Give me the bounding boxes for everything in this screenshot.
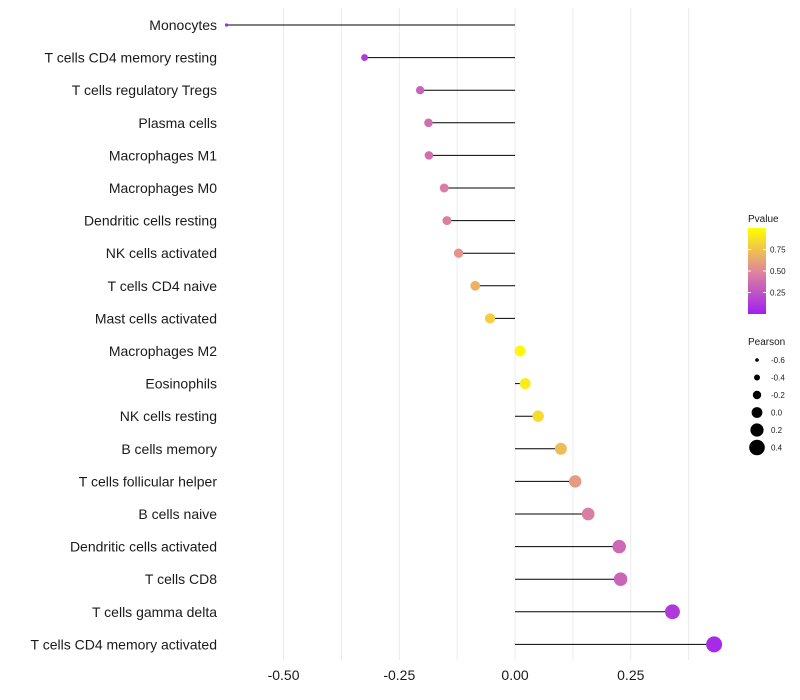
lollipop-point [554, 442, 567, 455]
x-tick-label: 0.25 [617, 667, 644, 683]
y-tick-label: Macrophages M2 [109, 343, 217, 359]
y-tick-label: NK cells activated [106, 245, 217, 261]
y-tick-label: T cells CD4 naive [108, 278, 218, 294]
y-tick-label: Plasma cells [138, 115, 217, 131]
size-legend-label: 0.4 [771, 444, 783, 453]
size-legend-point [750, 423, 764, 437]
size-legend-point [754, 374, 760, 381]
lollipop-point [519, 378, 531, 390]
lollipop-point [581, 507, 595, 521]
size-legend-label: -0.4 [771, 374, 785, 383]
lollipop-point [665, 604, 680, 620]
size-legend-point [752, 390, 762, 400]
lollipop-point [706, 636, 723, 653]
lollipop-point [453, 248, 464, 258]
lollipop-point [613, 572, 628, 586]
lollipop-point [470, 280, 481, 291]
y-tick-label: Monocytes [149, 17, 217, 33]
lollipop-point [224, 23, 229, 27]
size-legend-point [751, 407, 763, 418]
x-tick-label: 0.00 [501, 667, 528, 683]
y-tick-label: NK cells resting [120, 408, 217, 424]
color-legend-label: 0.25 [770, 289, 786, 298]
y-tick-label: T cells regulatory Tregs [72, 82, 217, 98]
x-tick-label: -0.50 [268, 667, 300, 683]
y-tick-label: T cells follicular helper [79, 473, 218, 489]
lollipop-point [484, 313, 496, 324]
x-tick-label: -0.25 [383, 667, 415, 683]
color-legend-label: 0.75 [770, 246, 786, 255]
lollipop-point [424, 118, 433, 128]
size-legend-point [749, 439, 765, 456]
lollipop-point [415, 86, 425, 95]
y-tick-label: Eosinophils [145, 376, 217, 392]
color-legend-bar [748, 228, 766, 314]
y-tick-label: Macrophages M1 [109, 147, 217, 163]
y-tick-label: B cells memory [121, 441, 217, 457]
lollipop-point [532, 410, 544, 422]
size-legend-label: 0.0 [771, 409, 783, 418]
size-legend-label: -0.2 [771, 391, 785, 400]
y-tick-label: Dendritic cells activated [70, 539, 217, 555]
lollipop-point [424, 151, 434, 160]
lollipop-point [612, 539, 626, 554]
y-tick-label: T cells CD8 [145, 571, 217, 587]
lollipop-point [569, 475, 582, 488]
y-tick-label: Dendritic cells resting [84, 213, 217, 229]
y-tick-label: T cells gamma delta [92, 604, 217, 620]
y-tick-label: Macrophages M0 [109, 180, 217, 196]
lollipop-point [361, 54, 369, 62]
size-legend-point [755, 358, 759, 362]
lollipop-point [514, 345, 526, 357]
lollipop-point [439, 183, 449, 193]
y-tick-label: T cells CD4 memory activated [31, 636, 217, 652]
size-legend-label: 0.2 [771, 426, 783, 435]
y-tick-label: T cells CD4 memory resting [45, 50, 217, 66]
lollipop-point [442, 216, 452, 226]
y-tick-label: B cells naive [138, 506, 217, 522]
y-tick-label: Mast cells activated [95, 310, 217, 326]
size-legend-label: -0.6 [771, 356, 785, 365]
color-legend-label: 0.50 [770, 267, 786, 276]
color-legend-title: Pvalue [748, 214, 779, 225]
size-legend-title: Pearson [748, 337, 785, 348]
